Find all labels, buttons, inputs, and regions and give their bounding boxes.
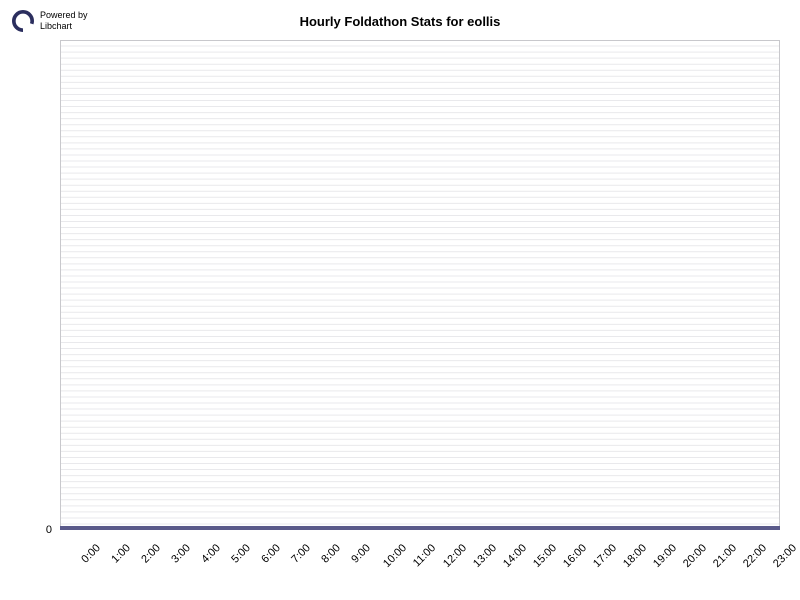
chart-plot [60,40,780,530]
x-axis-label: 12:00 [441,542,469,570]
x-axis-label: 9:00 [349,542,373,566]
x-axis-label: 5:00 [229,542,253,566]
x-axis-label: 18:00 [621,542,649,570]
x-axis-label: 7:00 [289,542,313,566]
chart-title: Hourly Foldathon Stats for eollis [0,14,800,29]
x-axis-label: 8:00 [319,542,343,566]
x-axis-label: 4:00 [199,542,223,566]
x-axis-label: 22:00 [741,542,769,570]
x-axis-label: 11:00 [411,542,438,569]
x-axis-label: 16:00 [561,542,589,570]
x-axis-label: 3:00 [169,542,193,566]
x-axis-label: 2:00 [139,542,163,566]
x-axis-label: 13:00 [471,542,499,570]
x-axis-label: 6:00 [259,542,283,566]
x-axis-label: 23:00 [771,542,799,570]
x-axis-label: 17:00 [591,542,619,570]
y-axis-label: 0 [46,524,52,536]
x-axis-label: 10:00 [381,542,409,570]
x-axis-label: 14:00 [501,542,529,570]
x-axis-label: 0:00 [79,542,103,566]
x-axis-label: 15:00 [531,542,559,570]
x-axis-label: 1:00 [109,542,133,566]
x-axis-label: 20:00 [681,542,709,570]
x-axis-label: 21:00 [711,542,739,570]
x-axis-labels: 0:001:002:003:004:005:006:007:008:009:00… [60,530,780,590]
x-axis-label: 19:00 [651,542,679,570]
chart-area: 0 0:001:002:003:004:005:006:007:008:009:… [60,40,780,530]
